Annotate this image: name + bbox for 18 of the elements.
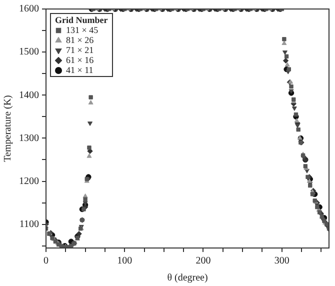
x-tick-label: 200: [196, 256, 211, 267]
y-tick-label: 1600: [19, 4, 39, 15]
y-tick-label: 1200: [19, 176, 39, 187]
legend-label: 61 × 16: [66, 55, 94, 65]
x-tick-label: 300: [274, 256, 290, 267]
legend-label: 41 × 11: [66, 65, 94, 75]
y-tick-label: 1500: [19, 46, 39, 58]
legend-title: Grid Number: [55, 15, 108, 25]
legend-label: 131 × 45: [66, 25, 98, 35]
x-tick-label: 100: [117, 256, 132, 267]
x-tick-label: 0: [44, 256, 48, 267]
y-tick-label: 1300: [19, 132, 39, 144]
y-tick-label: 1100: [19, 218, 39, 230]
legend-label: 81 × 26: [66, 35, 94, 45]
legend-label: 71 × 21: [66, 45, 94, 55]
x-axis-title: θ (degree): [167, 272, 208, 284]
y-tick-label: 1400: [19, 90, 39, 101]
y-axis-title: Temperature (K): [2, 95, 14, 162]
